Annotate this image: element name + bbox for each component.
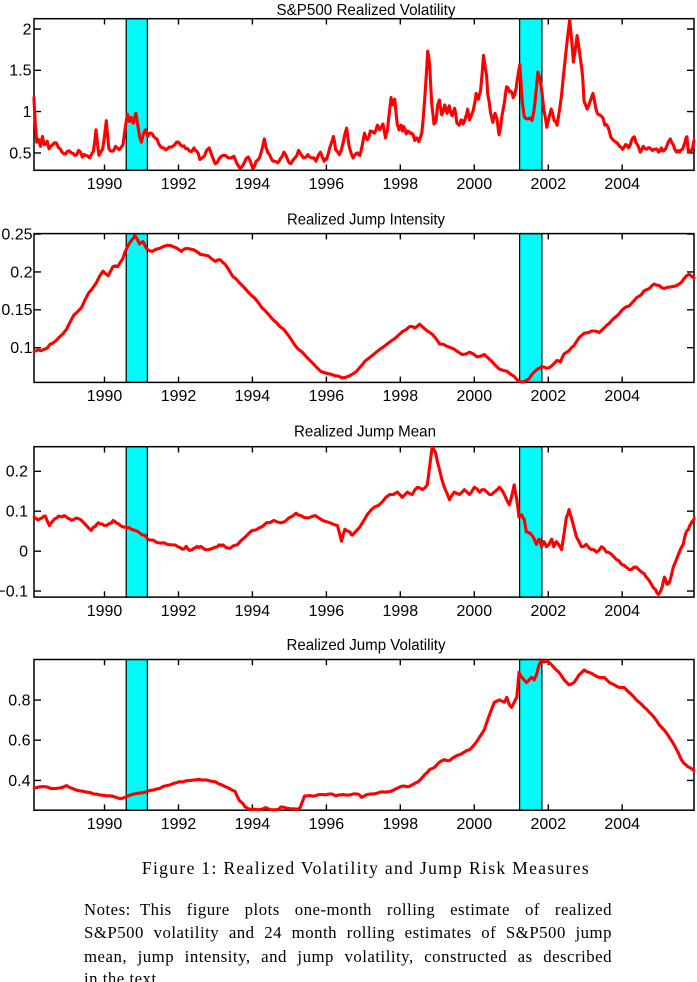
svg-text:1992: 1992: [161, 816, 197, 833]
svg-text:−0.1: −0.1: [0, 584, 28, 601]
svg-text:1.5: 1.5: [9, 63, 31, 80]
svg-text:Realized Jump Volatility: Realized Jump Volatility: [287, 637, 446, 654]
svg-text:1996: 1996: [309, 176, 345, 193]
svg-text:1990: 1990: [87, 816, 123, 833]
svg-text:Realized Jump Mean: Realized Jump Mean: [294, 424, 436, 441]
svg-text:2002: 2002: [531, 603, 567, 620]
svg-text:0.25: 0.25: [1, 226, 32, 243]
svg-text:2004: 2004: [604, 388, 640, 405]
svg-text:1996: 1996: [309, 816, 345, 833]
svg-text:0.6: 0.6: [8, 733, 30, 750]
svg-text:1990: 1990: [87, 388, 123, 405]
svg-text:1994: 1994: [235, 603, 271, 620]
svg-text:2: 2: [23, 21, 32, 38]
svg-text:0.15: 0.15: [1, 302, 32, 319]
svg-text:1998: 1998: [383, 176, 419, 193]
svg-text:0.2: 0.2: [6, 464, 28, 481]
svg-text:0: 0: [19, 544, 28, 561]
svg-text:Realized Jump Intensity: Realized Jump Intensity: [287, 212, 445, 229]
svg-text:1998: 1998: [383, 603, 419, 620]
svg-text:2002: 2002: [531, 816, 567, 833]
svg-text:2004: 2004: [604, 603, 640, 620]
svg-text:0.8: 0.8: [8, 693, 30, 710]
svg-text:1990: 1990: [87, 176, 123, 193]
svg-text:1992: 1992: [161, 388, 197, 405]
svg-text:1998: 1998: [383, 816, 419, 833]
svg-text:2000: 2000: [457, 816, 493, 833]
svg-text:2000: 2000: [457, 388, 493, 405]
svg-text:1996: 1996: [309, 388, 345, 405]
svg-text:1994: 1994: [235, 816, 271, 833]
svg-text:0.4: 0.4: [8, 773, 30, 790]
svg-text:1998: 1998: [383, 388, 419, 405]
svg-text:2000: 2000: [457, 603, 493, 620]
svg-text:2002: 2002: [531, 388, 567, 405]
svg-text:0.1: 0.1: [10, 340, 32, 357]
svg-text:S&P500 Realized Volatility: S&P500 Realized Volatility: [277, 2, 456, 19]
svg-text:0.1: 0.1: [6, 504, 28, 521]
svg-text:1990: 1990: [87, 603, 123, 620]
svg-text:1992: 1992: [161, 603, 197, 620]
svg-text:1992: 1992: [161, 176, 197, 193]
svg-text:1994: 1994: [235, 388, 271, 405]
svg-text:2000: 2000: [457, 176, 493, 193]
svg-text:0.2: 0.2: [10, 264, 32, 281]
svg-text:1994: 1994: [235, 176, 271, 193]
svg-text:1996: 1996: [309, 603, 345, 620]
svg-text:2004: 2004: [604, 816, 640, 833]
svg-text:2004: 2004: [604, 176, 640, 193]
svg-text:2002: 2002: [531, 176, 567, 193]
svg-text:0.5: 0.5: [9, 145, 31, 162]
svg-text:1: 1: [23, 104, 32, 121]
